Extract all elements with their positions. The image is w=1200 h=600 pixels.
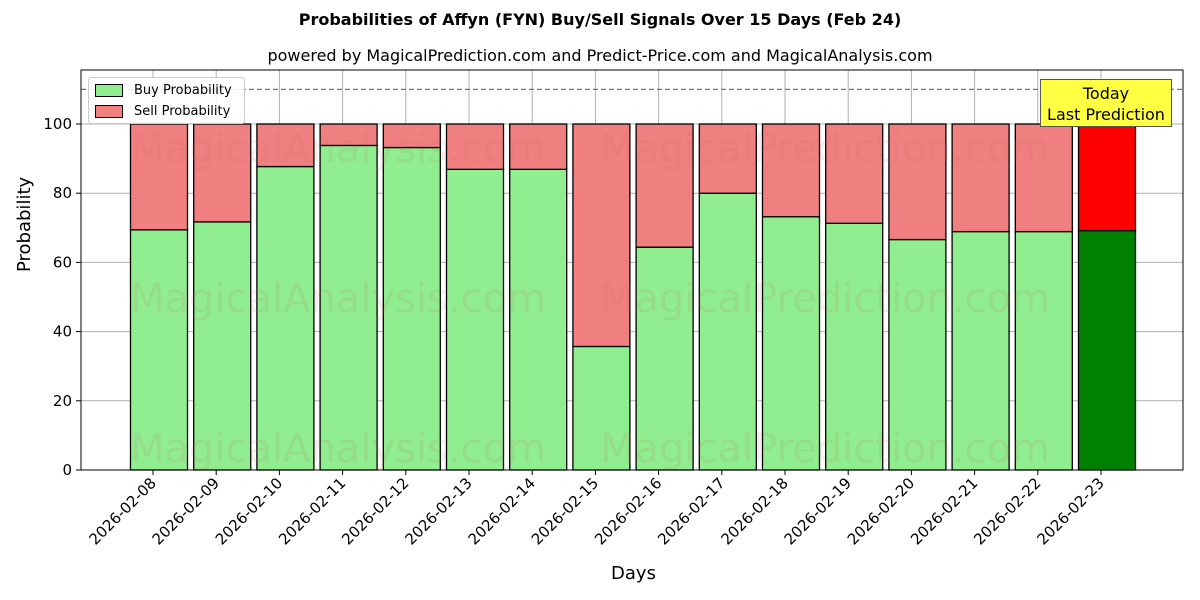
sell-bar	[825, 123, 884, 224]
y-axis-label: Probability	[14, 176, 35, 272]
x-tick-label: 2026-02-18	[717, 474, 791, 548]
annotation-line2: Last Prediction	[1047, 105, 1165, 124]
sell-bar	[761, 123, 821, 218]
x-tick-label: 2026-02-23	[1033, 474, 1107, 548]
sell-bar	[888, 123, 947, 241]
sell-bar	[635, 123, 694, 248]
y-tick-label: 60	[53, 253, 72, 271]
buy-swatch-icon	[95, 83, 123, 97]
y-tick-label: 40	[53, 323, 72, 341]
chart-subtitle: powered by MagicalPrediction.com and Pre…	[267, 46, 933, 65]
y-tick-label: 80	[53, 184, 72, 202]
y-tick-label: 100	[43, 115, 72, 133]
legend-item-sell: Sell Probability	[95, 103, 230, 119]
sell-bar	[319, 123, 378, 147]
sell-bar	[129, 123, 189, 231]
y-tick-label: 0	[62, 461, 72, 479]
bars	[129, 123, 1137, 471]
legend: Buy Probability Sell Probability	[88, 77, 245, 124]
svg-text:MagicalPrediction.com: MagicalPrediction.com	[600, 426, 1050, 472]
sell-bar	[698, 123, 757, 194]
buy-bar	[888, 238, 947, 471]
sell-bar	[445, 123, 505, 170]
x-tick-label: 2026-02-17	[654, 474, 728, 548]
buy-bar	[509, 168, 568, 471]
x-axis: 2026-02-082026-02-092026-02-102026-02-11…	[85, 470, 1108, 548]
watermarks: MagicalAnalysis.com MagicalAnalysis.com Ma…	[130, 126, 1050, 472]
x-tick-label: 2026-02-13	[401, 474, 475, 548]
svg-text:MagicalAnalysis.com: MagicalAnalysis.com	[130, 426, 546, 472]
buy-bar	[382, 146, 441, 471]
sell-bar	[1077, 123, 1137, 232]
sell-swatch-icon	[95, 104, 123, 118]
svg-text:MagicalAnalysis.com: MagicalAnalysis.com	[130, 126, 546, 172]
legend-item-buy: Buy Probability	[95, 82, 232, 98]
sell-bar	[193, 123, 252, 223]
svg-text:MagicalPrediction.com: MagicalPrediction.com	[600, 126, 1050, 172]
x-tick-label: 2026-02-16	[591, 474, 665, 548]
x-tick-label: 2026-02-09	[149, 474, 223, 548]
buy-bar	[1077, 229, 1137, 471]
x-tick-label: 2026-02-22	[970, 474, 1044, 548]
sell-bar	[951, 123, 1010, 233]
sell-bar	[572, 123, 631, 348]
legend-sell-label: Sell Probability	[134, 103, 231, 119]
x-tick-label: 2026-02-21	[907, 474, 981, 548]
x-tick-label: 2026-02-12	[338, 474, 412, 548]
x-tick-label: 2026-02-20	[844, 474, 918, 548]
legend-buy-label: Buy Probability	[134, 82, 232, 98]
today-annotation: Today Last Prediction	[1040, 79, 1172, 127]
sell-bar	[509, 123, 568, 170]
chart-title: Probabilities of Affyn (FYN) Buy/Sell Si…	[298, 10, 902, 29]
buy-bar	[761, 216, 821, 471]
x-tick-label: 2026-02-19	[781, 474, 855, 548]
svg-text:MagicalPrediction.com: MagicalPrediction.com	[600, 276, 1050, 322]
sell-bar	[1014, 123, 1073, 233]
buy-bar	[951, 230, 1010, 471]
buy-bar	[825, 222, 884, 471]
y-axis: 0 20 40 60 80 100	[43, 115, 81, 479]
buy-bar	[129, 229, 189, 471]
plot-frame	[80, 69, 1184, 471]
x-tick-label: 2026-02-11	[275, 474, 349, 548]
annotation-line1: Today	[1082, 84, 1130, 103]
x-tick-label: 2026-02-10	[212, 474, 286, 548]
buy-bar	[635, 246, 694, 471]
x-tick-label: 2026-02-08	[85, 474, 159, 548]
sell-bar	[382, 123, 441, 149]
x-tick-label: 2026-02-15	[528, 474, 602, 548]
x-axis-label: Days	[611, 563, 656, 584]
svg-text:MagicalAnalysis.com: MagicalAnalysis.com	[130, 276, 546, 322]
sell-bar	[256, 123, 315, 168]
x-tick-label: 2026-02-14	[465, 474, 539, 548]
y-tick-label: 20	[53, 392, 72, 410]
buy-bar	[319, 144, 378, 471]
